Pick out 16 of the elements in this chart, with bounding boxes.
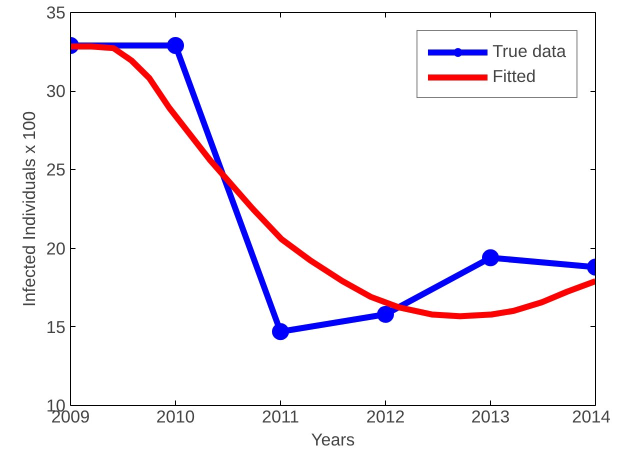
y-axis-title: Infected Individuals x 100 <box>19 111 40 307</box>
x-axis-title: Years <box>311 430 356 450</box>
x-tick-label: 2014 <box>572 406 611 426</box>
point <box>377 306 394 323</box>
legend-label: Fitted <box>492 66 536 87</box>
y-tick-label: 30 <box>46 81 66 102</box>
y-tick-label: 20 <box>46 238 66 258</box>
y-tick-label: 25 <box>46 160 66 180</box>
point <box>272 323 289 340</box>
x-tick-label: 2011 <box>262 406 300 426</box>
y-tick-label: 35 <box>46 2 66 22</box>
y-tick-label: 15 <box>46 316 66 337</box>
x-tick-label: 2010 <box>156 406 195 426</box>
x-tick-label: 2012 <box>366 406 405 426</box>
legend-label: True data <box>492 41 566 62</box>
x-tick-label: 2013 <box>471 406 510 426</box>
